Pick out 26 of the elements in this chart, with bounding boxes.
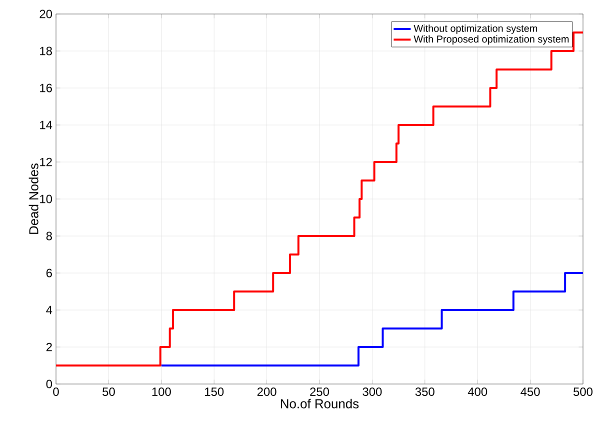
legend-label: Without optimization system — [414, 24, 538, 34]
x-tick-label: 450 — [520, 388, 540, 396]
y-tick-label: 10 — [40, 194, 52, 204]
y-tick-label: 12 — [40, 158, 52, 166]
x-tick-label: 50 — [102, 388, 115, 396]
x-tick-label: 400 — [468, 388, 488, 396]
y-tick-label: 20 — [40, 10, 52, 18]
y-tick-label: 8 — [46, 232, 52, 240]
x-tick-label: 250 — [310, 388, 330, 396]
x-tick-label: 200 — [257, 388, 276, 396]
y-tick-label: 14 — [40, 120, 52, 130]
y-tick-label: 2 — [46, 342, 52, 352]
x-tick-label: 500 — [574, 388, 593, 396]
y-tick-label: 16 — [40, 84, 52, 92]
x-tick-label: 100 — [152, 388, 171, 396]
x-axis-title: No.of Rounds — [280, 398, 359, 408]
y-tick-label: 6 — [46, 268, 52, 278]
x-tick-label: 300 — [362, 388, 382, 396]
y-tick-label: 0 — [46, 380, 52, 388]
y-tick-label: 18 — [40, 46, 52, 56]
y-axis-title: Dead Nodes — [28, 163, 38, 234]
legend-label: With Proposed optimization system — [414, 35, 569, 45]
x-tick-label: 350 — [415, 388, 434, 396]
y-tick-label: 4 — [46, 306, 52, 314]
x-tick-label: 150 — [205, 388, 224, 396]
x-tick-label: 0 — [53, 388, 59, 396]
